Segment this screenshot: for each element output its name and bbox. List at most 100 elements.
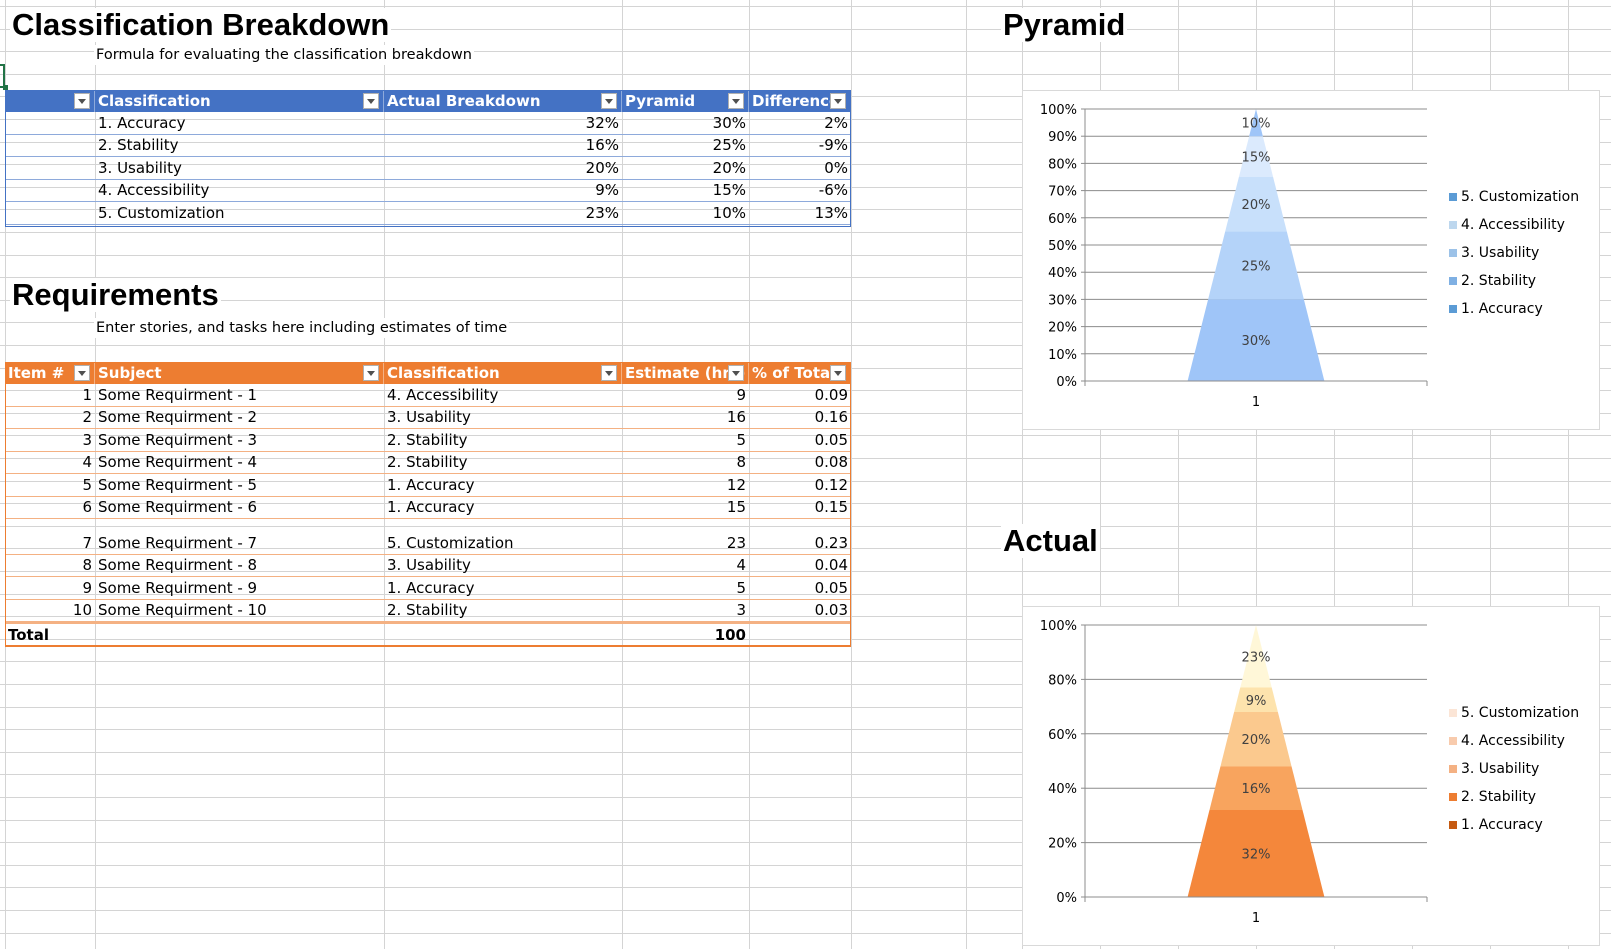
table-cell[interactable]: 0.08 bbox=[814, 453, 848, 472]
filter-dropdown-icon[interactable] bbox=[601, 365, 617, 381]
requirements-col-classification[interactable]: Classification bbox=[384, 362, 622, 384]
table-cell[interactable]: Some Requirment - 8 bbox=[98, 556, 258, 575]
table-cell[interactable]: 8 bbox=[736, 453, 746, 472]
table-cell[interactable]: 10% bbox=[712, 203, 746, 222]
table-row[interactable]: 1 Some Requirment - 1 4. Accessibility 9 0.0… bbox=[5, 384, 851, 407]
table-cell[interactable]: 0.23 bbox=[814, 534, 848, 552]
requirements-col-estimate[interactable]: Estimate (hrs) bbox=[622, 362, 749, 384]
table-cell[interactable]: 4. Accessibility bbox=[98, 181, 210, 200]
table-cell[interactable]: Some Requirment - 10 bbox=[98, 601, 267, 620]
table-cell[interactable]: 0.15 bbox=[814, 498, 848, 516]
table-row[interactable]: 9 Some Requirment - 9 1. Accuracy 5 0.05 bbox=[5, 577, 851, 600]
table-row[interactable]: 5 Some Requirment - 5 1. Accuracy 12 0.12 bbox=[5, 474, 851, 497]
table-cell[interactable]: 0.12 bbox=[814, 475, 848, 494]
filter-dropdown-icon[interactable] bbox=[601, 93, 617, 109]
classification-col-pyramid[interactable]: Pyramid bbox=[622, 90, 749, 112]
table-cell[interactable]: 7 bbox=[82, 534, 92, 552]
table-cell[interactable]: 3 bbox=[82, 430, 92, 449]
table-cell[interactable]: 4 bbox=[736, 556, 746, 575]
table-cell[interactable]: 2. Stability bbox=[387, 430, 468, 449]
table-cell[interactable]: 9 bbox=[736, 386, 746, 404]
table-cell[interactable]: 3 bbox=[736, 601, 746, 620]
classification-col-blank[interactable] bbox=[5, 90, 95, 112]
table-cell[interactable]: 4 bbox=[82, 453, 92, 472]
table-cell[interactable]: 15% bbox=[712, 181, 746, 200]
classification-col-actual[interactable]: Actual Breakdown bbox=[384, 90, 622, 112]
table-row[interactable]: 5. Customization 23% 10% 13% bbox=[5, 202, 851, 225]
table-cell[interactable]: 32% bbox=[585, 114, 619, 132]
table-cell[interactable]: 3. Usability bbox=[387, 408, 471, 427]
table-row[interactable]: 3 Some Requirment - 3 2. Stability 5 0.05 bbox=[5, 429, 851, 452]
table-cell[interactable]: 0.16 bbox=[814, 408, 848, 427]
table-row[interactable]: 8 Some Requirment - 8 3. Usability 4 0.04 bbox=[5, 554, 851, 578]
filter-dropdown-icon[interactable] bbox=[363, 93, 379, 109]
table-row[interactable]: 4. Accessibility 9% 15% -6% bbox=[5, 179, 851, 203]
table-cell[interactable]: 23 bbox=[726, 534, 746, 552]
filter-dropdown-icon[interactable] bbox=[74, 93, 90, 109]
table-cell[interactable]: 0% bbox=[824, 158, 848, 177]
table-cell[interactable]: 2% bbox=[824, 114, 848, 132]
table-cell[interactable]: 5 bbox=[82, 475, 92, 494]
classification-col-classification[interactable]: Classification bbox=[95, 90, 384, 112]
table-cell[interactable]: 5. Customization bbox=[387, 534, 514, 552]
table-cell[interactable]: 6 bbox=[82, 498, 92, 516]
table-cell[interactable]: 16% bbox=[585, 136, 619, 155]
fill-handle[interactable] bbox=[3, 85, 8, 90]
table-cell[interactable]: 1. Accuracy bbox=[387, 498, 475, 516]
table-cell[interactable]: Some Requirment - 7 bbox=[98, 534, 258, 552]
table-row[interactable]: 2. Stability 16% 25% -9% bbox=[5, 134, 851, 158]
table-cell[interactable]: 20% bbox=[712, 158, 746, 177]
table-cell[interactable]: 5. Customization bbox=[98, 203, 225, 222]
table-cell[interactable]: Some Requirment - 5 bbox=[98, 475, 258, 494]
total-label[interactable]: Total bbox=[8, 625, 49, 644]
table-cell[interactable]: Some Requirment - 6 bbox=[98, 498, 258, 516]
total-value[interactable]: 100 bbox=[714, 625, 746, 644]
table-row[interactable]: 7 Some Requirment - 7 5. Customization 23 0.… bbox=[5, 532, 851, 555]
table-cell[interactable]: 0.05 bbox=[814, 578, 848, 597]
table-cell[interactable]: 30% bbox=[712, 114, 746, 132]
table-cell[interactable]: 15 bbox=[726, 498, 746, 516]
table-cell[interactable]: 10 bbox=[72, 601, 92, 620]
table-cell[interactable]: 2. Stability bbox=[387, 601, 468, 620]
table-cell[interactable]: 0.03 bbox=[814, 601, 848, 620]
table-cell[interactable]: 1. Accuracy bbox=[387, 578, 475, 597]
requirements-col-subject[interactable]: Subject bbox=[95, 362, 384, 384]
table-cell[interactable]: Some Requirment - 9 bbox=[98, 578, 258, 597]
table-cell[interactable]: -6% bbox=[818, 181, 848, 200]
filter-dropdown-icon[interactable] bbox=[728, 93, 744, 109]
table-cell[interactable]: 2 bbox=[82, 408, 92, 427]
table-cell[interactable]: 23% bbox=[585, 203, 619, 222]
filter-dropdown-icon[interactable] bbox=[728, 365, 744, 381]
table-row[interactable]: 1. Accuracy 32% 30% 2% bbox=[5, 112, 851, 135]
table-cell[interactable]: 1. Accuracy bbox=[387, 475, 475, 494]
table-cell[interactable]: 0.04 bbox=[814, 556, 848, 575]
table-cell[interactable]: 3. Usability bbox=[98, 158, 182, 177]
table-cell[interactable]: 5 bbox=[736, 578, 746, 597]
total-row[interactable]: Total 100 bbox=[5, 621, 851, 647]
filter-dropdown-icon[interactable] bbox=[363, 365, 379, 381]
table-cell[interactable]: Some Requirment - 4 bbox=[98, 453, 258, 472]
table-cell[interactable]: 1 bbox=[82, 386, 92, 404]
table-row[interactable]: 3. Usability 20% 20% 0% bbox=[5, 157, 851, 180]
table-cell[interactable]: 5 bbox=[736, 430, 746, 449]
requirements-col-item[interactable]: Item # bbox=[5, 362, 95, 384]
table-cell[interactable]: 2. Stability bbox=[387, 453, 468, 472]
table-row[interactable]: 4 Some Requirment - 4 2. Stability 8 0.08 bbox=[5, 451, 851, 475]
table-cell[interactable]: 3. Usability bbox=[387, 556, 471, 575]
table-cell[interactable]: 9 bbox=[82, 578, 92, 597]
table-cell[interactable]: 9% bbox=[595, 181, 619, 200]
actual-chart[interactable]: 0% 20% 40% 60% 80% 100% 32% 16% 20% 9% 23% 1 5. Cust… bbox=[1022, 606, 1600, 946]
table-cell[interactable]: 2. Stability bbox=[98, 136, 179, 155]
table-cell[interactable]: 25% bbox=[712, 136, 746, 155]
filter-dropdown-icon[interactable] bbox=[830, 93, 846, 109]
filter-dropdown-icon[interactable] bbox=[74, 365, 90, 381]
table-cell[interactable]: 16 bbox=[726, 408, 746, 427]
table-row[interactable]: 2 Some Requirment - 2 3. Usability 16 0.16 bbox=[5, 406, 851, 430]
table-cell[interactable]: 0.09 bbox=[814, 386, 848, 404]
filter-dropdown-icon[interactable] bbox=[830, 365, 846, 381]
pyramid-chart[interactable]: 0% 10% 20% 30% 40% 50% 60% 70% 80% 90% 100% 30% 25% 2… bbox=[1022, 90, 1600, 430]
table-row[interactable]: 6 Some Requirment - 6 1. Accuracy 15 0.15 bbox=[5, 496, 851, 519]
table-cell[interactable]: 1. Accuracy bbox=[98, 114, 186, 132]
table-cell[interactable]: 13% bbox=[814, 203, 848, 222]
